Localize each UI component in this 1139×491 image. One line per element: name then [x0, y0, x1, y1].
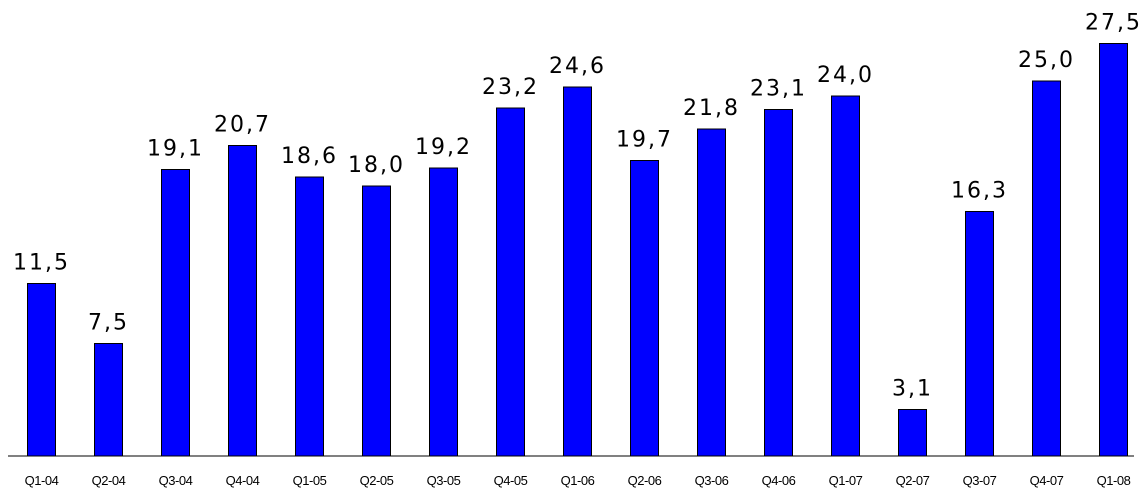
- bar-q4-05: [496, 107, 525, 457]
- bar-q1-07: [831, 95, 860, 457]
- bar-q2-07: [898, 409, 927, 457]
- x-tick-labels-group: Q1-04 Q2-04 Q3-04 Q4-04 Q1-05 Q2-05 Q3-05 Q4-05…: [25, 473, 1131, 488]
- x-tick-label-q2-06: Q2-06: [628, 473, 662, 488]
- bar-q4-04: [228, 145, 257, 457]
- bar-q2-04: [94, 343, 123, 457]
- x-tick-label-q2-05: Q2-05: [360, 473, 394, 488]
- x-tick-label-q3-04: Q3-04: [159, 473, 193, 488]
- x-tick-label-q1-08: Q1-08: [1097, 473, 1131, 488]
- value-label-q4-05: 23,2: [482, 75, 539, 100]
- value-labels-group: 11,5 7,5 19,1 20,7 18,6 18,0 19,2 23,2 24,6 19,7 2…: [13, 11, 1139, 402]
- x-tick-label-q3-06: Q3-06: [695, 473, 729, 488]
- bar-q3-06: [697, 128, 726, 457]
- value-label-q4-07: 25,0: [1018, 48, 1075, 73]
- bar-q1-05: [295, 176, 324, 457]
- value-label-q4-04: 20,7: [214, 113, 271, 138]
- value-label-q3-07: 16,3: [951, 179, 1008, 204]
- bar-q1-08: [1099, 43, 1128, 457]
- x-tick-label-q2-07: Q2-07: [896, 473, 930, 488]
- x-tick-label-q1-07: Q1-07: [829, 473, 863, 488]
- bar-q3-04: [161, 169, 190, 457]
- x-tick-label-q3-07: Q3-07: [963, 473, 997, 488]
- x-tick-label-q3-05: Q3-05: [427, 473, 461, 488]
- value-label-q1-07: 24,0: [817, 63, 874, 88]
- value-label-q1-05: 18,6: [281, 144, 338, 169]
- bars-group: [27, 43, 1128, 457]
- bar-q2-05: [362, 185, 391, 457]
- x-tick-label-q4-06: Q4-06: [762, 473, 796, 488]
- bar-q3-07: [965, 211, 994, 457]
- value-label-q2-06: 19,7: [616, 128, 673, 153]
- bar-q4-07: [1032, 80, 1061, 457]
- x-tick-label-q1-06: Q1-06: [561, 473, 595, 488]
- value-label-q1-08: 27,5: [1085, 11, 1139, 36]
- bar-q1-06: [563, 86, 592, 457]
- value-label-q1-06: 24,6: [549, 54, 606, 79]
- value-label-q1-04: 11,5: [13, 251, 70, 276]
- bar-q3-05: [429, 167, 458, 457]
- value-label-q2-07: 3,1: [892, 377, 933, 402]
- x-tick-label-q4-07: Q4-07: [1030, 473, 1064, 488]
- bar-q2-06: [630, 160, 659, 457]
- bar-q1-04: [27, 283, 56, 457]
- value-label-q2-04: 7,5: [88, 311, 129, 336]
- x-tick-label-q1-05: Q1-05: [293, 473, 327, 488]
- x-tick-label-q2-04: Q2-04: [92, 473, 126, 488]
- x-tick-label-q4-05: Q4-05: [494, 473, 528, 488]
- x-tick-label-q4-04: Q4-04: [226, 473, 260, 488]
- value-label-q2-05: 18,0: [348, 153, 405, 178]
- value-label-q3-06: 21,8: [683, 96, 740, 121]
- bar-q4-06: [764, 109, 793, 457]
- value-label-q4-06: 23,1: [750, 77, 807, 102]
- value-label-q3-05: 19,2: [415, 135, 472, 160]
- value-label-q3-04: 19,1: [147, 137, 204, 162]
- x-tick-label-q1-04: Q1-04: [25, 473, 59, 488]
